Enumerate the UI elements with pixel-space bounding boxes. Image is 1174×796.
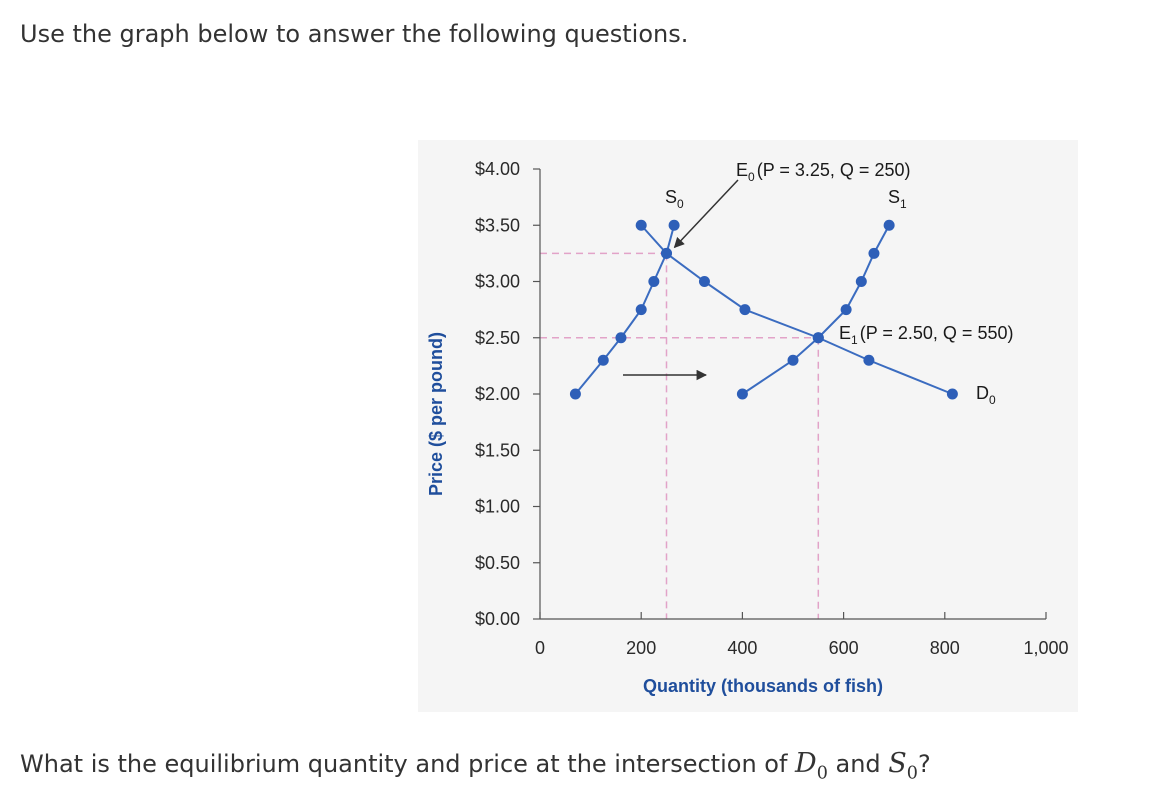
- x-tick-label: 400: [727, 638, 757, 658]
- y-tick-label: $2.00: [475, 384, 520, 404]
- supply-demand-chart: $0.00 $0.50 $1.00 $1.50 $2.00 $2.50 $3.00 $3.50…: [426, 159, 1069, 696]
- point-s1: [787, 354, 799, 366]
- y-tick-label: $1.50: [475, 440, 520, 460]
- pointer-arrow-e0: [673, 179, 739, 249]
- point-d0: [698, 276, 710, 287]
- point-s0: [569, 388, 581, 400]
- y-tick-label: $1.00: [475, 497, 520, 517]
- question-before: What is the equilibrium quantity and pri…: [20, 750, 796, 778]
- y-tick-label: $4.00: [475, 159, 520, 179]
- point-d0: [863, 354, 875, 366]
- y-tick-label: $0.00: [475, 609, 520, 629]
- d0-subscript: 0: [816, 763, 828, 784]
- d0-symbol: D0: [795, 748, 828, 783]
- point-s0: [597, 354, 609, 366]
- intro-text: Use the graph below to answer the follow…: [20, 20, 689, 48]
- s0-symbol: S0: [888, 748, 918, 783]
- annotations: S0 S1 D0 E0 (P = 3.25, Q = 250) E1 (P = 2.50, …: [623, 160, 1013, 407]
- axes: $0.00 $0.50 $1.00 $1.50 $2.00 $2.50 $3.00 $3.50…: [475, 159, 1069, 658]
- label-e1: E1 (P = 2.50, Q = 550): [839, 323, 1013, 347]
- point-s1: [736, 388, 748, 400]
- x-tick-label: 200: [626, 638, 656, 658]
- point-d0: [946, 388, 958, 400]
- point-d0: [661, 247, 672, 259]
- label-d0: D0: [976, 383, 996, 407]
- point-s1: [840, 304, 852, 316]
- curve-s1: [741, 224, 891, 395]
- curve-s0: [574, 224, 676, 395]
- y-tick-label: $2.50: [475, 328, 520, 348]
- x-tick-label: 800: [930, 638, 960, 658]
- x-tick-label: 600: [829, 638, 859, 658]
- s0-letter: S: [888, 748, 907, 779]
- s0-subscript: 0: [906, 763, 918, 784]
- question-middle: and: [827, 750, 889, 778]
- y-tick-label: $3.50: [475, 215, 520, 235]
- curves: [574, 224, 953, 395]
- point-s0: [648, 276, 660, 287]
- label-s0: S0: [665, 187, 684, 211]
- x-axis-title: Quantity (thousands of fish): [643, 676, 883, 696]
- point-s0: [615, 332, 627, 344]
- y-axis-title: Price ($ per pound): [426, 332, 446, 496]
- label-s1: S1: [888, 187, 907, 211]
- guide-lines: [540, 252, 820, 619]
- point-d0: [635, 219, 647, 231]
- d0-letter: D: [795, 748, 817, 779]
- point-s0: [668, 219, 680, 231]
- point-d0: [739, 304, 751, 316]
- label-e0: E0 (P = 3.25, Q = 250): [736, 160, 910, 184]
- point-s0: [635, 304, 647, 316]
- point-s1: [883, 219, 895, 231]
- x-tick-label: 1,000: [1023, 638, 1068, 658]
- x-tick-label: 0: [535, 638, 545, 658]
- markers: [569, 219, 958, 400]
- curve-d0: [640, 224, 953, 395]
- chart-panel: $0.00 $0.50 $1.00 $1.50 $2.00 $2.50 $3.00 $3.50…: [418, 140, 1078, 712]
- point-s1: [868, 247, 880, 259]
- point-s1: [855, 276, 867, 287]
- question-after: ?: [917, 750, 931, 778]
- point-d0: [812, 332, 824, 344]
- y-tick-label: $3.00: [475, 272, 520, 292]
- y-tick-label: $0.50: [475, 553, 520, 573]
- question-text: What is the equilibrium quantity and pri…: [20, 748, 931, 783]
